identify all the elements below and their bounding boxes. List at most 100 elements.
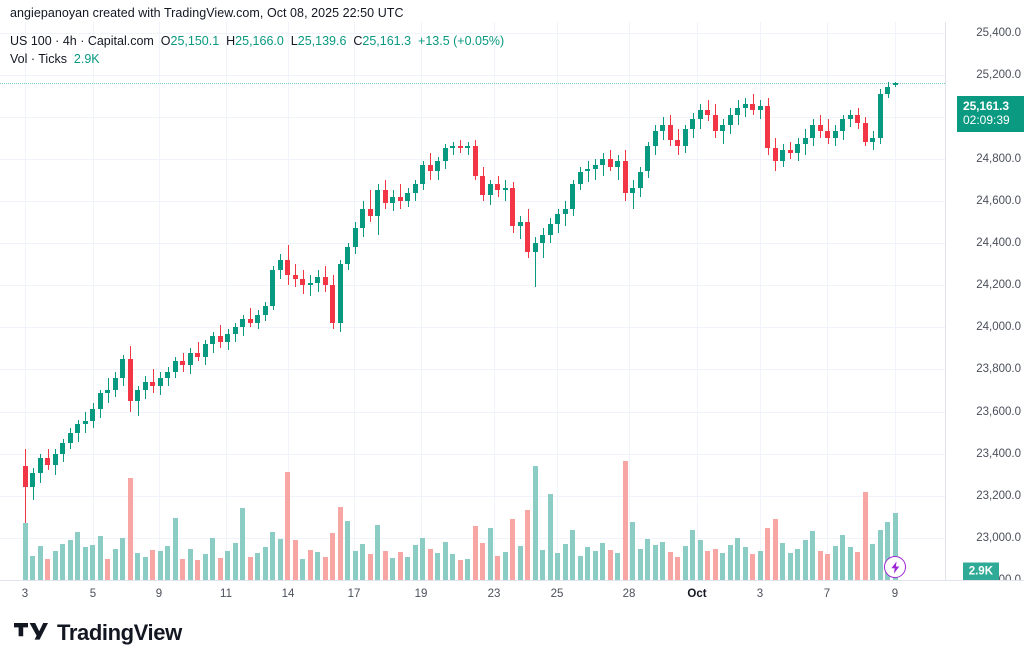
candle-wick — [250, 308, 251, 328]
candle-body — [233, 327, 238, 334]
volume-bar — [758, 550, 763, 580]
candle-body — [248, 318, 253, 324]
volume-value-tag: 2.9K — [962, 562, 999, 582]
candle-body — [503, 188, 508, 191]
candle-body — [218, 335, 223, 343]
candle-body — [480, 175, 485, 195]
volume-bar — [210, 538, 215, 580]
candle-body — [540, 234, 545, 244]
candle-body — [53, 453, 58, 466]
candle-wick — [198, 342, 199, 361]
candle-body — [255, 314, 260, 324]
candle-body — [128, 358, 133, 401]
volume-bar — [158, 550, 163, 580]
gridline — [629, 22, 630, 580]
tradingview-logo[interactable]: TradingView — [14, 622, 182, 644]
volume-bar — [893, 512, 898, 580]
candle-wick — [708, 99, 709, 121]
candle-body — [600, 158, 605, 166]
gridline — [494, 22, 495, 580]
gridline — [0, 453, 945, 455]
volume-bar — [630, 521, 635, 580]
candle-body — [795, 144, 800, 153]
price-axis[interactable]: 25,400.025,200.025,000.024,800.024,600.0… — [945, 22, 1024, 586]
lightning-bolt-icon[interactable] — [884, 556, 906, 578]
candle-body — [518, 222, 523, 227]
gridline — [0, 285, 945, 287]
volume-bar — [533, 465, 538, 580]
volume-bar — [848, 547, 853, 580]
candle-body — [143, 382, 148, 391]
candle-body — [368, 209, 373, 216]
volume-bar — [735, 538, 740, 580]
volume-bar — [225, 550, 230, 580]
volume-bar — [795, 548, 800, 580]
volume-bar — [338, 506, 343, 580]
candle-body — [450, 146, 455, 149]
price-chart-plot[interactable] — [0, 22, 945, 580]
volume-bar — [98, 535, 103, 580]
volume-bar — [473, 526, 478, 580]
volume-bar — [90, 545, 95, 580]
candle-body — [270, 270, 275, 307]
last-price-line — [0, 82, 945, 84]
gridline — [0, 495, 945, 497]
volume-bar — [510, 519, 515, 580]
volume-bar — [555, 553, 560, 580]
volume-bar — [705, 550, 710, 580]
volume-bar — [180, 559, 185, 580]
price-axis-tick: 23,800.0 — [976, 363, 1021, 376]
candle-body — [443, 148, 448, 161]
candle-wick — [108, 377, 109, 404]
candle-body — [345, 247, 350, 265]
candle-body — [885, 87, 890, 94]
time-axis[interactable]: 3 5 9 11 14 17 19 23 25 28 Oct 3 7 9 — [0, 580, 1024, 609]
candle-body — [188, 352, 193, 366]
volume-bar — [195, 560, 200, 580]
candle-body — [405, 192, 410, 201]
gridline — [697, 22, 698, 580]
volume-bar — [308, 549, 313, 580]
candle-body — [83, 421, 88, 425]
volume-bar — [878, 529, 883, 580]
volume-bar — [218, 557, 223, 580]
candle-wick — [543, 228, 544, 258]
candle-body — [623, 160, 628, 193]
volume-bar — [720, 553, 725, 580]
candle-body — [30, 472, 35, 488]
candle-body — [383, 190, 388, 204]
candle-body — [705, 110, 710, 115]
candle-body — [165, 371, 170, 378]
candle-body — [278, 259, 283, 271]
volume-bar — [398, 552, 403, 580]
time-axis-tick: 3 — [21, 588, 29, 600]
time-axis-tick: 9 — [891, 588, 899, 600]
candle-body — [630, 188, 635, 193]
last-price-tag[interactable]: 25,161.3 02:09:39 — [957, 95, 1024, 132]
time-axis-tick: 14 — [281, 588, 295, 600]
candle-wick — [370, 190, 371, 223]
volume-bar — [600, 542, 605, 580]
volume-bar — [150, 549, 155, 580]
volume-bar — [435, 553, 440, 580]
candle-body — [833, 131, 838, 138]
candle-body — [615, 160, 620, 168]
candle-body — [458, 146, 463, 148]
candle-body — [773, 148, 778, 161]
candle-body — [150, 382, 155, 387]
time-axis-tick: 9 — [155, 588, 163, 600]
candle-body — [105, 390, 110, 393]
chart-frame: 25,400.025,200.025,000.024,800.024,600.0… — [0, 22, 1024, 586]
volume-bar — [713, 548, 718, 580]
volume-bar — [345, 520, 350, 580]
candle-body — [180, 361, 185, 366]
volume-bar — [23, 522, 28, 580]
candle-body — [473, 146, 478, 176]
candle-body — [488, 184, 493, 195]
time-axis-tick: 7 — [823, 588, 831, 600]
volume-bar — [38, 546, 43, 580]
candle-body — [495, 184, 500, 191]
gridline — [0, 116, 945, 118]
candle-body — [750, 104, 755, 111]
price-axis-tick: 24,200.0 — [976, 279, 1021, 292]
